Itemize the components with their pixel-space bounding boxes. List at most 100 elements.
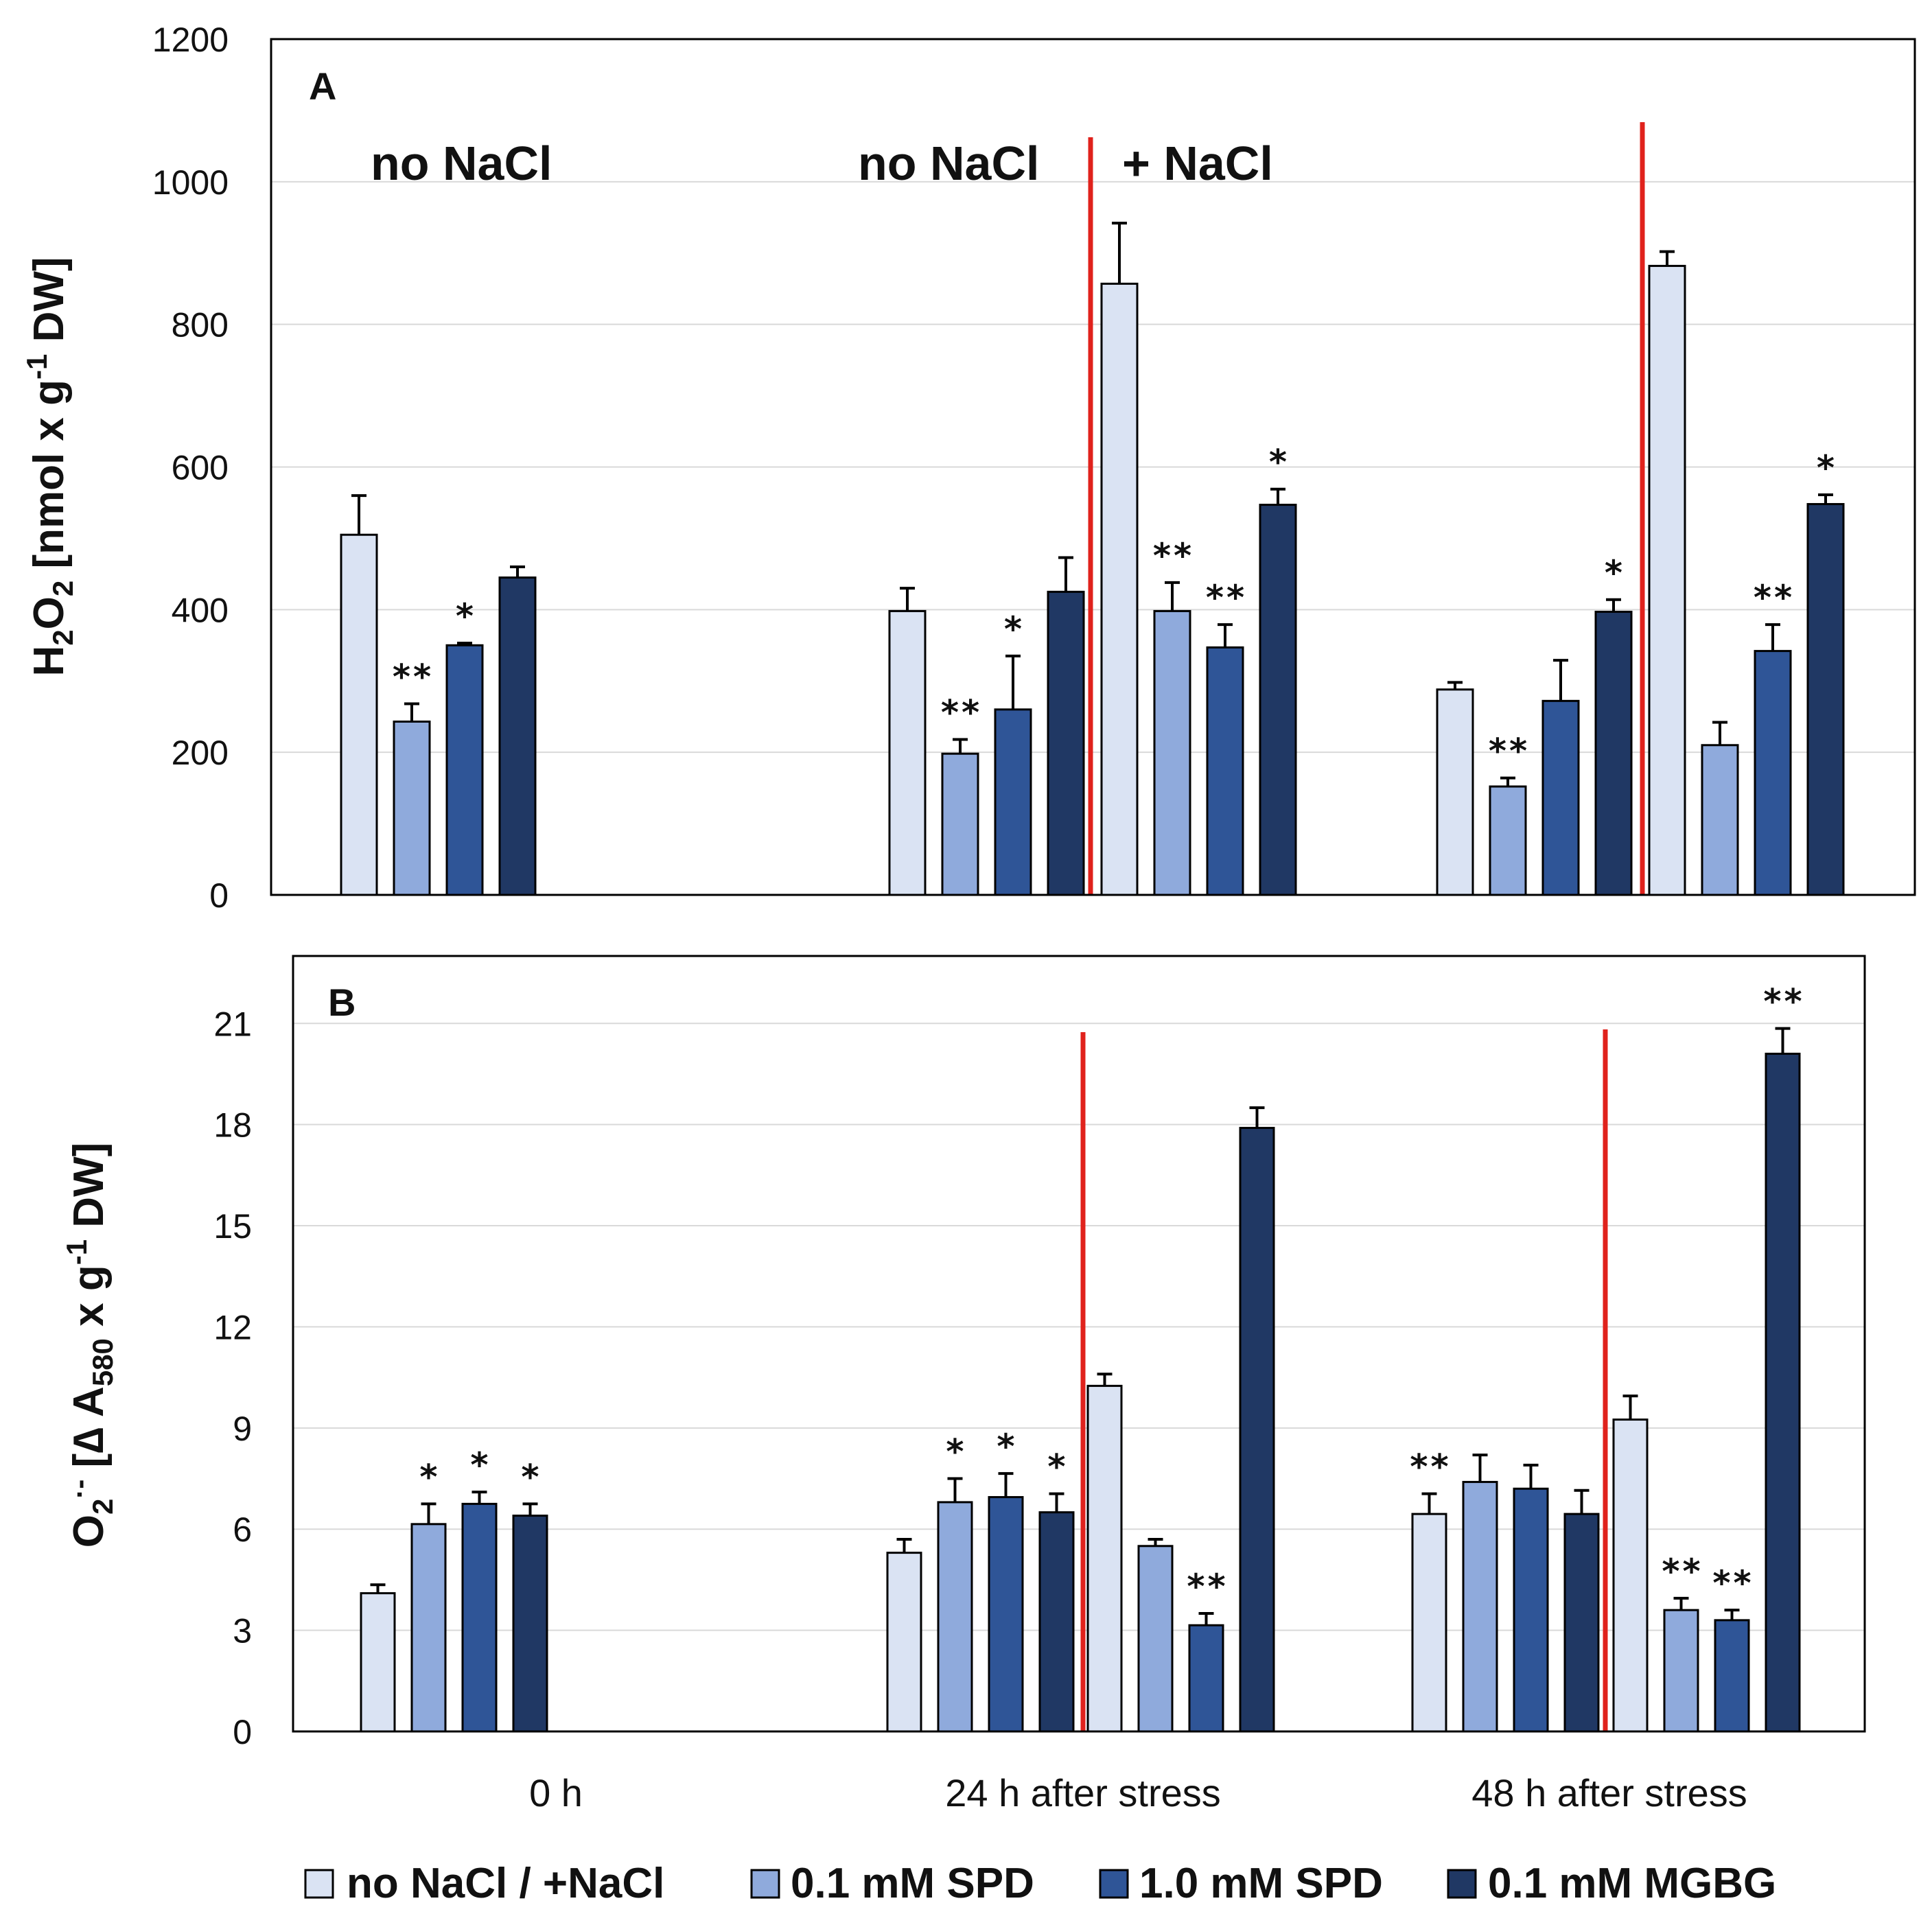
error-bar: [1148, 1537, 1163, 1546]
error-bar: [1447, 681, 1463, 690]
error-bar: [998, 1472, 1014, 1497]
error-bar: [1523, 1463, 1539, 1489]
legend-item-spd10: 1.0 mM SPD: [1099, 1860, 1383, 1907]
bar-no-nacl: [360, 1592, 396, 1733]
bar-no-nacl: [340, 533, 378, 896]
panel-b-letter: B: [328, 981, 356, 1024]
annotation-24h-no-nacl: no NaCl: [858, 137, 1039, 190]
y-tick-label: 0: [233, 1713, 252, 1751]
bar-spd01: [1153, 609, 1191, 896]
bar-no-nacl: [1436, 688, 1474, 896]
x-category-labels: 0 h 24 h after stress 48 h after stress: [529, 1771, 1747, 1814]
legend-item-spd01: 0.1 mM SPD: [750, 1860, 1034, 1907]
bar-mgbg: [1038, 1511, 1075, 1733]
legend-swatch-spd10: [1099, 1869, 1129, 1899]
y-tick-label: 600: [172, 449, 229, 487]
significance-mark: **: [1712, 1563, 1754, 1603]
significance-mark: *: [1004, 609, 1025, 649]
y-tick-label: 12: [213, 1308, 252, 1346]
bar-mgbg: [1806, 503, 1845, 896]
bar-mgbg: [1563, 1513, 1600, 1733]
significance-mark: **: [393, 657, 434, 697]
y-tick-label: 21: [213, 1005, 252, 1043]
x-label-24h: 24 h after stress: [945, 1771, 1221, 1814]
error-bar: [510, 565, 525, 578]
annotation-24h-plus-nacl: + NaCl: [1122, 137, 1273, 190]
error-bar: [522, 1502, 538, 1516]
error-bar: [1724, 1609, 1740, 1620]
error-bar: [1165, 581, 1180, 611]
panel-b-y-axis-label: O2·- [∆ A580 x g-1 DW]: [60, 1143, 119, 1548]
bar-no-nacl: [1100, 282, 1139, 896]
bar-spd10: [1206, 646, 1244, 896]
y-tick-label: 9: [233, 1410, 252, 1448]
error-bar: [896, 1537, 912, 1553]
error-bar: [421, 1502, 437, 1524]
significance-mark: *: [1817, 448, 1837, 488]
bar-spd01: [1462, 1480, 1498, 1733]
error-bar: [1818, 493, 1833, 504]
error-bar: [1112, 222, 1127, 284]
error-bar: [1673, 1596, 1689, 1611]
bar-spd01: [1701, 744, 1739, 896]
legend-item-mgbg: 0.1 mM MGBG: [1447, 1860, 1776, 1907]
error-bar: [1049, 1492, 1064, 1513]
bar-mgbg: [1594, 610, 1633, 896]
legend-label-spd01: 0.1 mM SPD: [791, 1860, 1034, 1907]
error-bar: [351, 494, 366, 535]
error-bar: [1574, 1489, 1590, 1515]
significance-mark: *: [1605, 553, 1625, 593]
error-bar: [1765, 623, 1780, 651]
panel-b-frame: [292, 955, 1866, 1733]
x-label-0h: 0 h: [529, 1771, 583, 1814]
significance-mark: *: [1269, 443, 1290, 482]
bar-spd10: [988, 1496, 1024, 1733]
error-bar: [1500, 776, 1515, 787]
error-bar: [953, 738, 968, 754]
panel-b-bars: * * ** ******** ****: [360, 982, 1802, 1733]
x-label-48h: 48 h after stress: [1471, 1771, 1747, 1814]
panel-a-y-axis-label: H2O2 [nmol x g-1 DW]: [21, 257, 79, 676]
error-bar: [1712, 721, 1727, 745]
bar-spd10: [1513, 1487, 1549, 1733]
bar-spd10: [1754, 650, 1792, 896]
significance-mark: *: [946, 1432, 966, 1472]
significance-mark: *: [521, 1457, 542, 1497]
bar-mgbg: [512, 1515, 548, 1733]
significance-mark: **: [1754, 578, 1795, 618]
significance-mark: **: [1410, 1447, 1451, 1487]
bar-no-nacl: [886, 1552, 922, 1733]
bar-spd10: [1541, 699, 1580, 896]
error-bar: [1553, 659, 1568, 701]
error-bar: [1775, 1027, 1791, 1054]
bar-spd10: [445, 644, 484, 896]
significance-mark: **: [1187, 1567, 1228, 1607]
legend-label-mgbg: 0.1 mM MGBG: [1488, 1860, 1776, 1907]
bar-no-nacl: [1411, 1513, 1447, 1733]
bar-spd01: [410, 1523, 447, 1733]
error-bar: [1472, 1454, 1488, 1482]
panel-a: ***************** 020040060080010001200 …: [21, 21, 1916, 915]
error-bar: [1058, 556, 1073, 592]
panel-a-frame: [270, 38, 1916, 896]
legend-swatch-mgbg: [1447, 1869, 1477, 1899]
panel-a-letter: A: [309, 65, 336, 108]
error-bar: [1097, 1373, 1113, 1386]
bar-mgbg: [1765, 1052, 1801, 1733]
y-tick-label: 1200: [152, 21, 229, 59]
y-tick-label: 800: [172, 306, 229, 345]
bar-spd10: [994, 708, 1032, 896]
significance-mark: *: [470, 1445, 491, 1485]
legend-swatch-spd01: [750, 1869, 780, 1899]
error-bar: [1660, 250, 1675, 266]
legend-item-no-nacl: no NaCl / +NaCl: [304, 1860, 664, 1907]
significance-mark: **: [1153, 536, 1194, 576]
y-tick-label: 200: [172, 734, 229, 772]
bar-spd10: [461, 1502, 498, 1733]
bar-spd01: [393, 720, 431, 896]
y-tick-label: 3: [233, 1612, 252, 1650]
significance-mark: *: [456, 596, 476, 636]
bar-mgbg: [1259, 504, 1297, 896]
bar-no-nacl: [1612, 1419, 1649, 1733]
panel-a-bars: *****************: [340, 122, 1845, 896]
